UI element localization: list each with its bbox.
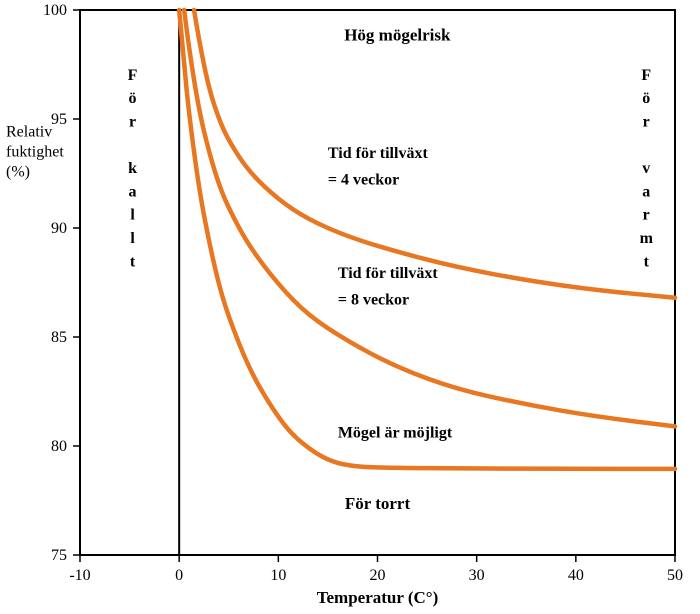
x-tick-label: 30	[469, 567, 485, 584]
curve-label-4w: Tid för tillväxt	[328, 145, 429, 162]
curve-label-8w: Tid för tillväxt	[338, 265, 439, 282]
x-axis-title: Temperatur (C°)	[317, 588, 439, 607]
y-axis-title-line: Relativ	[6, 123, 52, 140]
y-tick-label: 100	[43, 2, 67, 19]
vertical-text-too-cold: k	[128, 160, 137, 177]
y-axis-title-line: fuktighet	[6, 143, 64, 160]
vertical-text-too-cold: r	[129, 113, 136, 130]
vertical-text-too-warm: r	[643, 113, 650, 130]
vertical-text-too-cold: F	[128, 67, 138, 84]
vertical-text-too-cold: ö	[129, 90, 137, 107]
vertical-text-too-warm: v	[642, 160, 650, 177]
y-tick-label: 80	[51, 438, 67, 455]
x-tick-label: 40	[568, 567, 584, 584]
curve-label-possible: Mögel är möjligt	[338, 424, 453, 441]
x-tick-label: 10	[270, 567, 286, 584]
vertical-text-too-warm: ö	[642, 90, 650, 107]
region-label-too-dry: För torrt	[345, 494, 411, 513]
x-tick-label: 50	[667, 567, 683, 584]
vertical-text-too-cold: l	[130, 230, 135, 247]
curve-label-8w: = 8 veckor	[338, 291, 409, 308]
vertical-text-too-cold: l	[130, 207, 135, 224]
y-tick-label: 85	[51, 329, 67, 346]
y-tick-label: 95	[51, 111, 67, 128]
region-label-high-risk: Hög mögelrisk	[344, 26, 451, 45]
y-axis-title-line: (%)	[6, 163, 30, 180]
mold-risk-chart: -10 0 10 20 30 40 50 Temperatur (C°) 75 80 85 90 95 1…	[0, 0, 700, 614]
vertical-text-too-warm: r	[643, 207, 650, 224]
x-tick-label: 0	[175, 567, 183, 584]
vertical-text-too-warm: a	[642, 183, 650, 200]
chart-svg: -10 0 10 20 30 40 50 Temperatur (C°) 75 80 85 90 95 1…	[0, 0, 700, 614]
x-tick-label: 20	[370, 567, 386, 584]
vertical-text-too-cold: t	[130, 253, 136, 270]
curve-label-4w: = 4 veckor	[328, 171, 399, 188]
vertical-text-too-cold: a	[129, 183, 137, 200]
y-tick-label: 90	[51, 220, 67, 237]
vertical-text-too-warm: m	[640, 230, 654, 247]
vertical-text-too-warm: F	[641, 67, 651, 84]
vertical-text-too-warm: t	[644, 253, 650, 270]
y-tick-label: 75	[51, 547, 67, 564]
x-tick-label: -10	[69, 567, 90, 584]
